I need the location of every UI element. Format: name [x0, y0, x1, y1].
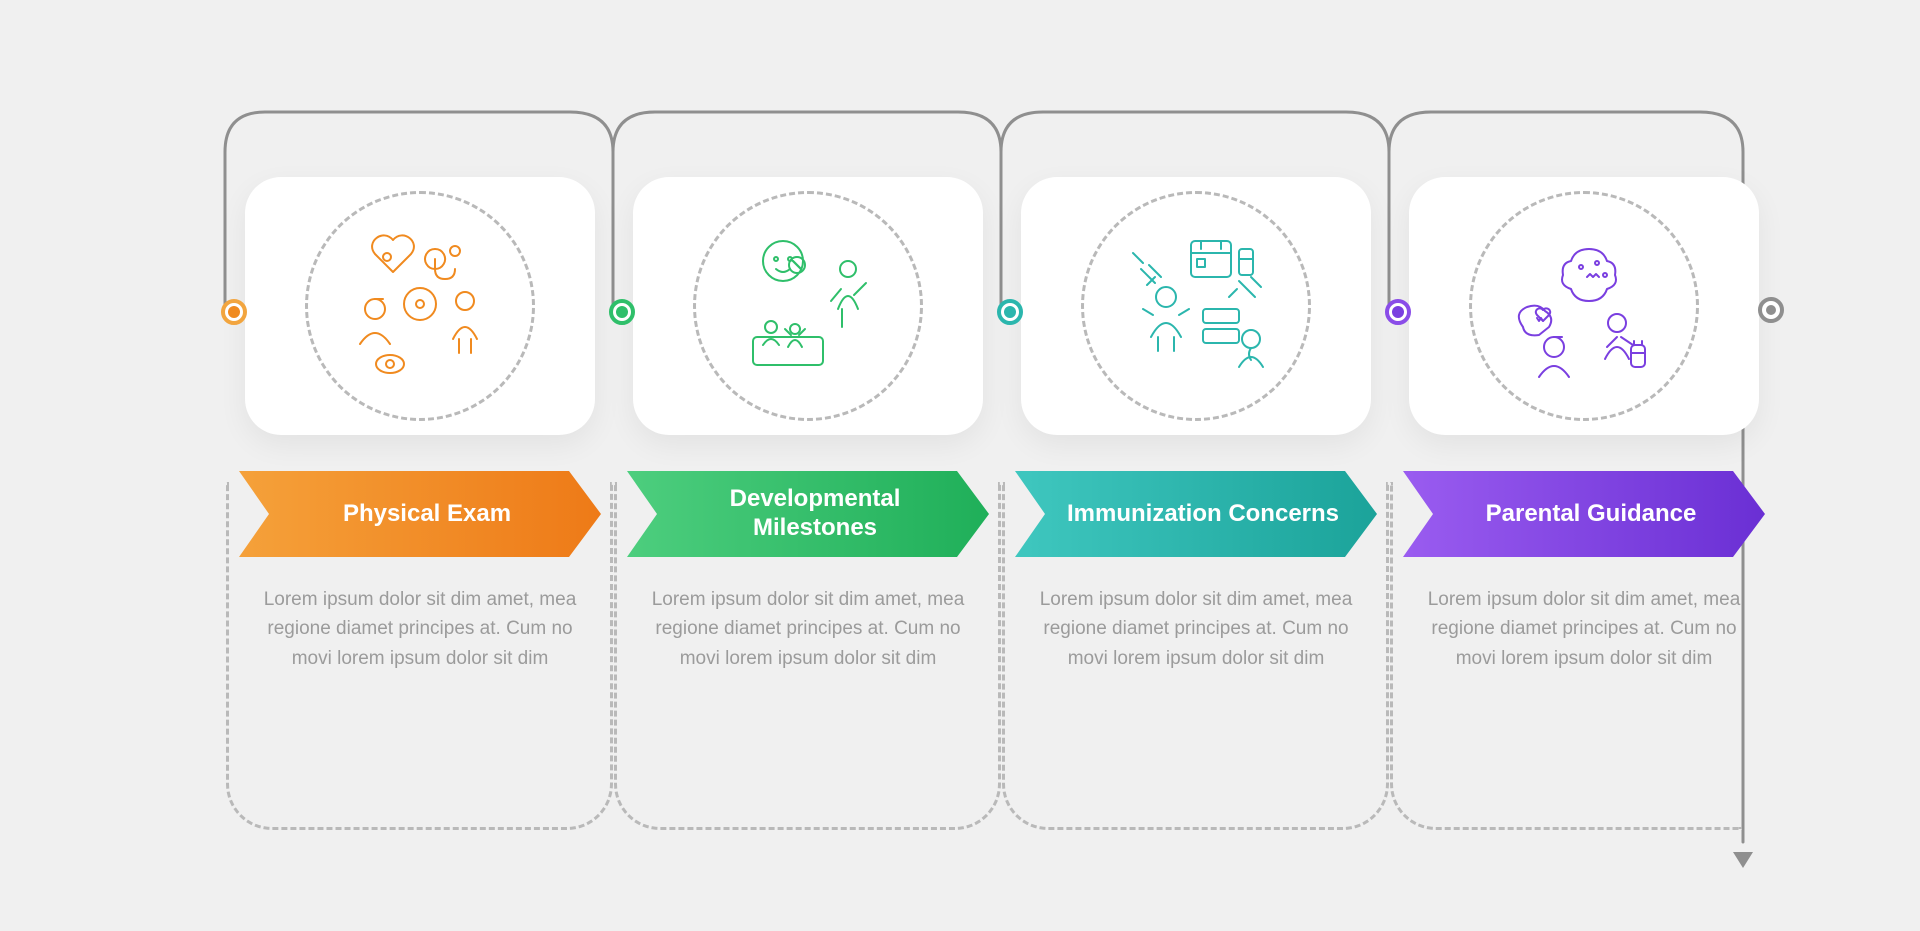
step-title: Parental Guidance — [1442, 500, 1727, 529]
infographic-stage: Physical Exam Lorem ipsum dolor sit dim … — [130, 52, 1790, 878]
step-description: Lorem ipsum dolor sit dim amet, mea regi… — [260, 585, 580, 673]
step-title: Immunization Concerns — [1023, 500, 1369, 529]
connector-dot-developmental-milestones — [609, 299, 635, 325]
milestones-icon — [723, 219, 893, 394]
step-title: Developmental Milestones — [627, 485, 989, 543]
physical-exam-icon — [335, 219, 505, 394]
icon-ring-immunization-concerns — [1081, 191, 1311, 421]
connector-dot-immunization-concerns — [997, 299, 1023, 325]
icon-ring-physical-exam — [305, 191, 535, 421]
step-parental-guidance: Parental Guidance Lorem ipsum dolor sit … — [1409, 177, 1759, 673]
parental-guidance-icon — [1499, 219, 1669, 394]
connector-dot-parental-guidance — [1385, 299, 1411, 325]
step-description: Lorem ipsum dolor sit dim amet, mea regi… — [1036, 585, 1356, 673]
step-developmental-milestones: Developmental Milestones Lorem ipsum dol… — [633, 177, 983, 673]
step-description: Lorem ipsum dolor sit dim amet, mea regi… — [1424, 585, 1744, 673]
arrow-banner-parental-guidance: Parental Guidance — [1403, 471, 1765, 557]
arrow-banner-immunization-concerns: Immunization Concerns — [1015, 471, 1377, 557]
immunization-icon — [1111, 219, 1281, 394]
arrow-banner-developmental-milestones: Developmental Milestones — [627, 471, 989, 557]
arrow-banner-physical-exam: Physical Exam — [239, 471, 601, 557]
flow-end-arrow — [1733, 852, 1753, 868]
infographic-root: Physical Exam Lorem ipsum dolor sit dim … — [0, 0, 1920, 931]
connector-dot-end — [1758, 297, 1784, 323]
steps-row: Physical Exam Lorem ipsum dolor sit dim … — [245, 177, 1759, 673]
connector-dot-physical-exam — [221, 299, 247, 325]
card-developmental-milestones — [633, 177, 983, 435]
card-immunization-concerns — [1021, 177, 1371, 435]
step-description: Lorem ipsum dolor sit dim amet, mea regi… — [648, 585, 968, 673]
card-physical-exam — [245, 177, 595, 435]
card-parental-guidance — [1409, 177, 1759, 435]
step-immunization-concerns: Immunization Concerns Lorem ipsum dolor … — [1021, 177, 1371, 673]
icon-ring-developmental-milestones — [693, 191, 923, 421]
icon-ring-parental-guidance — [1469, 191, 1699, 421]
step-title: Physical Exam — [299, 500, 541, 529]
step-physical-exam: Physical Exam Lorem ipsum dolor sit dim … — [245, 177, 595, 673]
